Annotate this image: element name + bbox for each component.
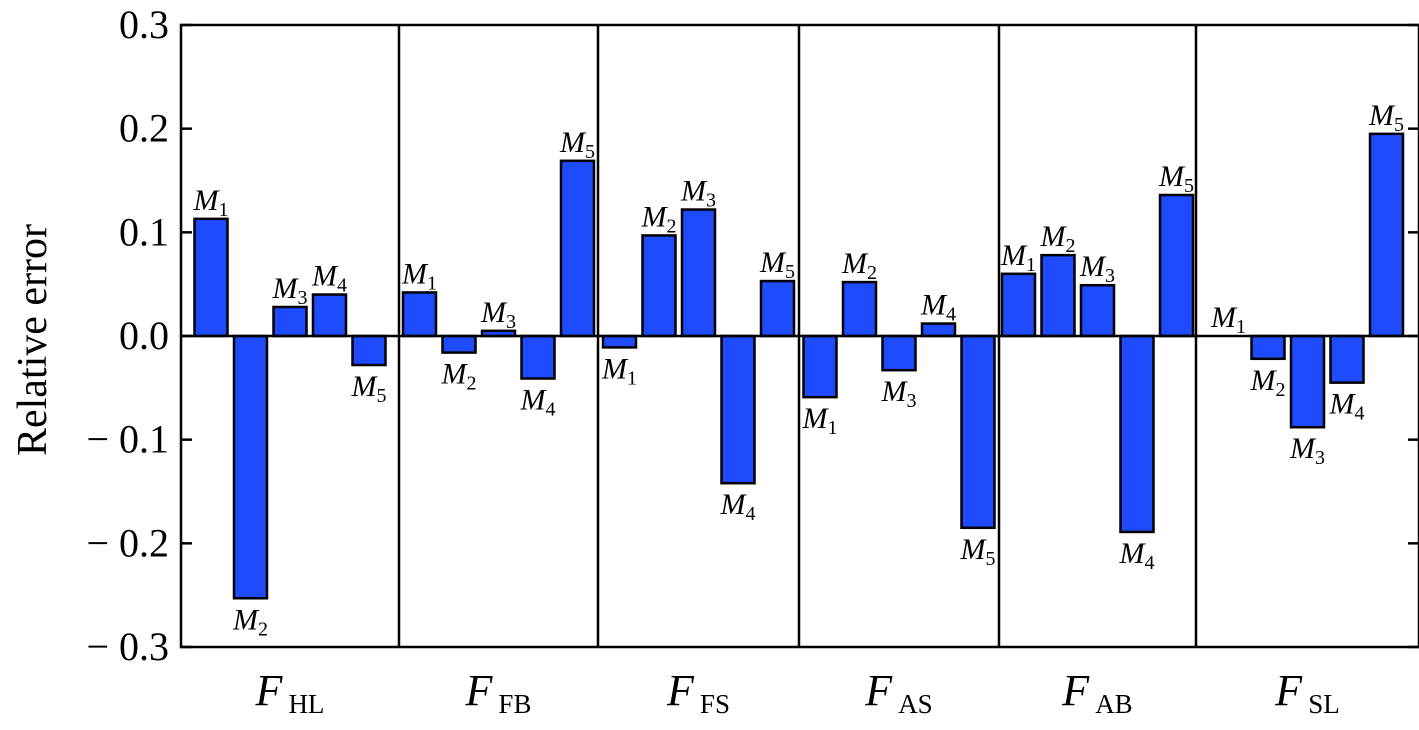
bar xyxy=(1329,334,1365,384)
bar-label: M1 xyxy=(601,352,637,389)
bar xyxy=(1079,283,1116,338)
bar-label: M5 xyxy=(1368,99,1404,136)
bar xyxy=(559,159,596,338)
bar-label: M1 xyxy=(1210,301,1246,338)
bar xyxy=(1289,334,1326,429)
bar-label: M5 xyxy=(759,246,795,283)
bar xyxy=(601,334,638,349)
bar-label: M4 xyxy=(1119,537,1155,574)
bar-label: M2 xyxy=(1040,220,1076,257)
bar-label: M2 xyxy=(1250,364,1286,401)
bar xyxy=(641,234,677,338)
bar xyxy=(881,334,917,372)
bar xyxy=(1368,132,1405,338)
bar-label: M3 xyxy=(1079,250,1115,287)
bar-label: M1 xyxy=(193,184,229,221)
bar-label: M4 xyxy=(720,488,756,525)
bar-label: M1 xyxy=(401,257,437,294)
y-tick-label: 0.3 xyxy=(119,2,169,47)
bar xyxy=(1000,272,1037,338)
bar-label: M3 xyxy=(272,272,308,309)
bar xyxy=(680,208,717,338)
bar-label: M3 xyxy=(480,296,516,333)
y-axis-title: Relative error xyxy=(10,224,56,456)
category-labels: F HL F FB F FS F AS F AB F SL xyxy=(255,666,1340,719)
bar-label: M5 xyxy=(960,533,996,570)
bar-label: M3 xyxy=(1289,432,1325,469)
bar-label: M1 xyxy=(802,402,838,439)
y-tick-label: 0.0 xyxy=(119,313,169,358)
bar xyxy=(401,291,438,338)
bar-label: M2 xyxy=(232,603,268,640)
bar xyxy=(193,217,229,338)
y-axis-ticks: 0.3 0.2 0.1 0.0 − 0.1 − 0.2 − 0.3 xyxy=(86,2,1419,669)
bar-label: M5 xyxy=(559,126,595,163)
y-tick-label: − 0.2 xyxy=(86,520,169,565)
bar-label: M2 xyxy=(441,358,477,395)
bar-label: M3 xyxy=(881,375,917,412)
category-label: F FB xyxy=(465,666,532,719)
bar xyxy=(1040,253,1076,338)
bar xyxy=(311,293,348,338)
bar-label: M4 xyxy=(1329,388,1365,425)
bar-label: M4 xyxy=(520,384,556,421)
y-tick-label: − 0.3 xyxy=(86,624,169,669)
category-label: F HL xyxy=(255,666,325,719)
bar-label: M4 xyxy=(311,260,347,297)
category-label: F AS xyxy=(864,666,932,719)
y-tick-label: − 0.1 xyxy=(86,417,169,462)
bar xyxy=(720,334,756,485)
bar xyxy=(841,280,878,338)
y-tick-label: 0.1 xyxy=(119,209,169,254)
bar xyxy=(1158,193,1195,338)
bar-labels: M1M2M3M4M5M1M2M3M4M5M1M2M3M4M5M1M2M3M4M5… xyxy=(193,99,1405,640)
bar-label: M3 xyxy=(680,175,716,212)
bar-label: M1 xyxy=(1000,239,1036,276)
bar-label: M2 xyxy=(641,200,677,237)
bar xyxy=(272,305,308,338)
bar xyxy=(759,279,796,338)
bar-label: M4 xyxy=(920,289,956,326)
bar xyxy=(802,334,838,399)
bar-label: M5 xyxy=(351,370,387,407)
bar xyxy=(520,334,556,380)
category-label: F SL xyxy=(1274,666,1339,719)
category-label: F FS xyxy=(666,666,730,719)
bar xyxy=(232,334,269,600)
bar-label: M5 xyxy=(1158,160,1194,197)
bar xyxy=(1119,334,1155,534)
plot-frame xyxy=(179,23,1419,649)
bar xyxy=(351,334,387,367)
bar xyxy=(1250,334,1286,361)
category-label: F AB xyxy=(1061,666,1132,719)
y-tick-label: 0.2 xyxy=(119,106,169,151)
bar xyxy=(960,334,996,530)
bar xyxy=(441,334,477,354)
bar-label: M2 xyxy=(841,247,877,284)
